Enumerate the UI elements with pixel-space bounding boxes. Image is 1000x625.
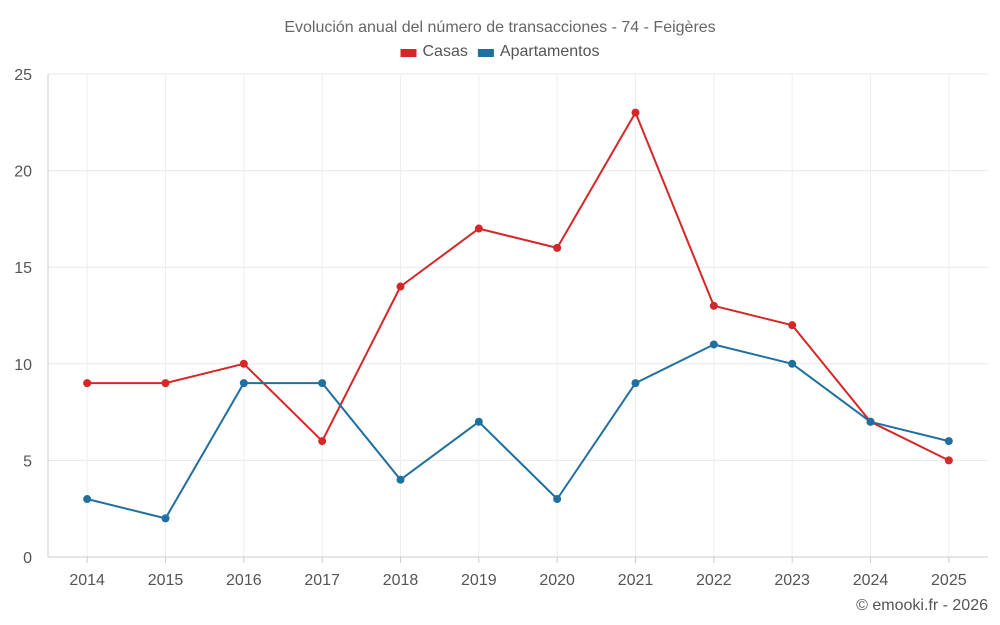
data-point-apartamentos[interactable] [944, 437, 953, 446]
data-point-apartamentos[interactable] [788, 359, 797, 368]
x-tick-label: 2014 [69, 572, 105, 589]
x-tick-label: 2024 [853, 572, 889, 589]
legend-label: Casas [423, 43, 468, 60]
y-tick-label: 10 [14, 357, 32, 374]
data-point-apartamentos[interactable] [396, 475, 405, 484]
data-point-casas[interactable] [318, 437, 327, 446]
data-point-apartamentos[interactable] [83, 495, 92, 504]
series-casas [83, 108, 953, 465]
x-tick-label: 2018 [383, 572, 419, 589]
y-tick-label: 20 [14, 164, 32, 181]
series-layer [83, 108, 953, 523]
x-tick-label: 2021 [618, 572, 654, 589]
x-tick-label: 2015 [148, 572, 184, 589]
series-apartamentos [83, 340, 953, 523]
data-point-casas[interactable] [161, 379, 170, 388]
series-line-casas [87, 111, 950, 462]
y-tick-label: 5 [23, 453, 32, 470]
grid-lines [48, 73, 988, 557]
chart-credit: © emooki.fr - 2026 [856, 597, 988, 614]
x-tick-label: 2020 [539, 572, 575, 589]
y-tick-label: 25 [14, 67, 32, 84]
data-point-casas[interactable] [788, 321, 797, 330]
data-point-casas[interactable] [631, 108, 640, 117]
data-point-casas[interactable] [396, 282, 405, 291]
data-point-apartamentos[interactable] [553, 495, 562, 504]
data-point-apartamentos[interactable] [318, 379, 327, 388]
x-tick-label: 2022 [696, 572, 732, 589]
data-point-casas[interactable] [239, 359, 248, 368]
data-point-casas[interactable] [553, 243, 562, 252]
series-line-apartamentos [86, 343, 950, 520]
legend-item-casas[interactable]: Casas [400, 43, 468, 60]
y-tick-label: 0 [23, 550, 32, 567]
data-point-apartamentos[interactable] [161, 514, 170, 523]
x-tick-label: 2023 [774, 572, 810, 589]
data-point-apartamentos[interactable] [866, 417, 875, 426]
chart-title: Evolución anual del número de transaccio… [284, 19, 715, 36]
legend-swatch [400, 49, 417, 57]
legend-swatch [477, 49, 494, 57]
x-tick-label: 2025 [931, 572, 967, 589]
data-point-casas[interactable] [83, 379, 92, 388]
y-tick-label: 15 [14, 260, 32, 277]
x-tick-label: 2019 [461, 572, 497, 589]
data-point-casas[interactable] [944, 456, 953, 465]
legend-item-apartamentos[interactable]: Apartamentos [477, 43, 600, 60]
data-point-apartamentos[interactable] [631, 379, 640, 388]
x-tick-label: 2017 [304, 572, 340, 589]
x-tick-label: 2016 [226, 572, 262, 589]
data-point-apartamentos[interactable] [709, 340, 718, 349]
data-point-apartamentos[interactable] [239, 379, 248, 388]
data-point-apartamentos[interactable] [474, 417, 483, 426]
legend-label: Apartamentos [500, 43, 600, 60]
legend: Casas Apartamentos [400, 43, 600, 60]
data-point-casas[interactable] [709, 301, 718, 310]
data-point-casas[interactable] [474, 224, 483, 233]
